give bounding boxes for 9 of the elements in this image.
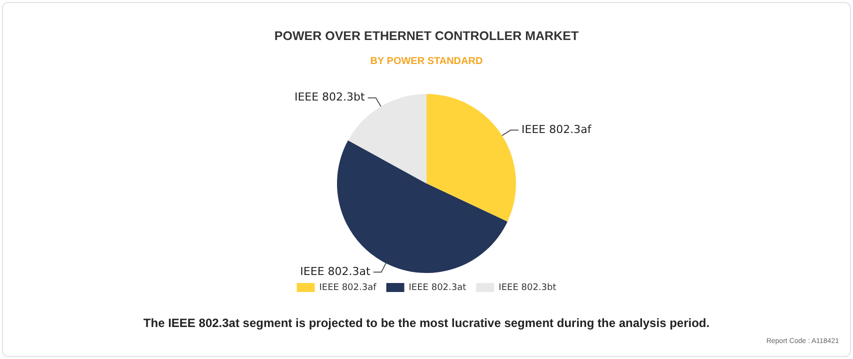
chart-title: POWER OVER ETHERNET CONTROLLER MARKET — [273, 29, 580, 43]
legend-label: IEEE 802.3at — [408, 282, 467, 293]
slice-label: IEEE 802.3bt — [294, 90, 366, 104]
slice-label: IEEE 802.3af — [522, 123, 592, 136]
legend-label: IEEE 802.3af — [319, 282, 378, 293]
chart-subtitle: BY POWER STANDARD — [369, 56, 484, 67]
text: The IEEE 802.3at segment is projected to be the most lucrative segment during the analysis period. — [142, 316, 711, 330]
legend-label: IEEE 802.3bt — [498, 282, 557, 293]
slice-label: IEEE 802.3at — [300, 265, 372, 278]
